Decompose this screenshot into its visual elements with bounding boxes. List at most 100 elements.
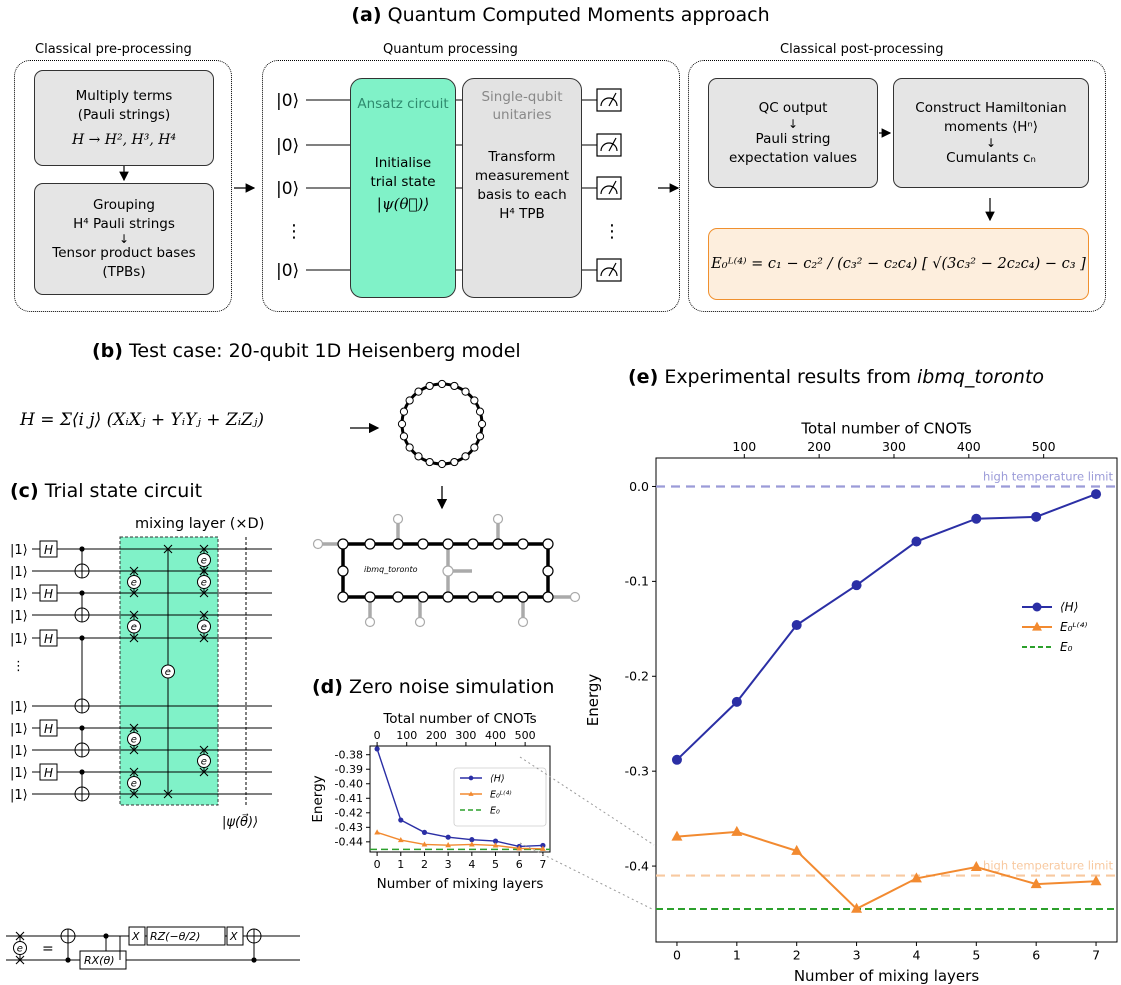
panel-a-title: (a) Quantum Computed Moments approach (0, 4, 1121, 26)
mixing-layer-label: mixing layer (×D) (135, 516, 264, 532)
active-qubit (467, 591, 479, 603)
data-point (421, 829, 428, 835)
qubit-node (470, 396, 479, 405)
swap-cross (199, 610, 209, 620)
measurement-meters (596, 88, 622, 282)
unitaries-line3: basis to each (477, 187, 567, 203)
meter-box (596, 176, 622, 200)
unused-qubit (392, 513, 404, 525)
swap-cross (199, 633, 209, 643)
swap-cross (163, 789, 173, 799)
x-tick-label: 0 (673, 948, 681, 963)
down-arrow-icon: ↓ (787, 116, 799, 131)
output-state: |ψ(θ⃗)⟩ (222, 814, 258, 830)
ket-zero: |0⟩ (276, 136, 299, 156)
x-tick-label: 6 (1032, 948, 1040, 963)
rx-gate (79, 950, 127, 970)
y-tick-label: -0.3 (625, 764, 649, 779)
panel-c-letter: (c) (10, 480, 39, 502)
unitaries-label2: unitaries (492, 107, 552, 123)
x-tick-label: 2 (421, 858, 428, 871)
e-gate (127, 732, 141, 746)
panel-e-letter: (e) (628, 366, 659, 388)
swap-cross (199, 745, 209, 755)
moments-line2: moments ⟨Hⁿ⟩ (943, 118, 1039, 135)
unused-qubit (492, 513, 504, 525)
series-line (376, 748, 543, 848)
y-tick-label: -0.44 (335, 836, 363, 849)
legend-marker (468, 775, 474, 781)
ket-one: |1⟩ (10, 700, 28, 715)
data-point (791, 620, 802, 631)
ket-one: |1⟩ (10, 744, 28, 759)
active-qubit (417, 538, 429, 550)
x-tick-label: 0 (374, 858, 381, 871)
e-gate-label: e (201, 757, 207, 768)
qubit-node (477, 419, 487, 429)
active-qubit (492, 591, 504, 603)
swap-cross (129, 610, 139, 620)
moments-line1: Construct Hamiltonian (915, 99, 1067, 116)
high-temp-label: high temperature limit (983, 859, 1113, 873)
data-point (911, 536, 922, 547)
unused-qubit (312, 538, 324, 550)
ket-one: |1⟩ (10, 722, 28, 737)
data-point (971, 513, 982, 524)
swap-cross (129, 588, 139, 598)
e-gate (197, 619, 211, 634)
e-gate-label: e (165, 667, 171, 678)
ansatz-text: Initialise trial state |ψ(θ⃗)⟩ (350, 154, 456, 214)
e-gate-label: e (201, 556, 207, 567)
active-qubit (517, 591, 529, 603)
multiply-terms-line2: (Pauli strings) (77, 106, 171, 123)
x-tick-label: 5 (972, 948, 980, 963)
meter-icon (596, 258, 622, 282)
unitaries-line2: measurement (474, 168, 570, 184)
y-tick-label: -0.42 (335, 807, 363, 820)
qubit-node (425, 381, 434, 391)
x-tick-label: 7 (539, 858, 546, 871)
e-gate (197, 575, 211, 589)
section-post-processing: Classical post-processing (780, 42, 944, 57)
legend-label: E₀ (1060, 640, 1073, 654)
grouping-line3: Tensor product bases (52, 245, 196, 261)
top-tick-label: 400 (485, 729, 506, 742)
series-line (676, 493, 1097, 761)
hadamard-gate (39, 540, 58, 558)
ket-one: |1⟩ (10, 609, 28, 624)
data-point (671, 754, 682, 765)
qubit-node (475, 407, 485, 416)
data-point (791, 844, 803, 855)
unused-qubit (517, 616, 529, 628)
series-line (376, 831, 543, 850)
e-gate-label: e (131, 622, 137, 633)
vertical-dots: ⋮ (285, 221, 303, 242)
data-point (851, 902, 863, 913)
post-processing-box (688, 60, 1106, 312)
unitaries-label1: Single-qubit (481, 89, 563, 105)
down-arrow-icon: ↓ (985, 135, 997, 150)
y-tick-label: -0.1 (625, 574, 649, 589)
legend-label: E₀ (490, 805, 500, 816)
lanczos-formula: E₀ᴸ⁽⁴⁾ = c₁ − c₂² / (c₃² − c₂c₄) [ √(3c₃… (711, 256, 1086, 272)
y-tick-label: -0.43 (335, 821, 363, 834)
high-temp-label: high temperature limit (983, 469, 1113, 483)
hadamard-gate (39, 629, 58, 647)
qubit-node (425, 457, 434, 467)
hadamard-label: H (44, 587, 53, 601)
x-label: X (229, 930, 238, 943)
cnot-control (79, 590, 85, 596)
ket-labels: |0⟩ |0⟩ |0⟩ |0⟩ (276, 91, 299, 281)
active-qubit (392, 591, 404, 603)
panel-b-text: Test case: 20-qubit 1D Heisenberg model (129, 340, 521, 362)
e-gate-label: e (131, 578, 137, 589)
unused-qubit (569, 591, 581, 603)
data-point (1090, 875, 1102, 886)
panel-e-device: ibmq_toronto (917, 366, 1045, 388)
multiply-terms-box: Multiply terms (Pauli strings) H → H², H… (34, 70, 214, 166)
multiply-terms-formula: H → H², H³, H⁴ (71, 131, 177, 148)
legend-marker (468, 791, 474, 796)
swap-cross (129, 767, 139, 777)
x-tick-label: 4 (912, 948, 920, 963)
